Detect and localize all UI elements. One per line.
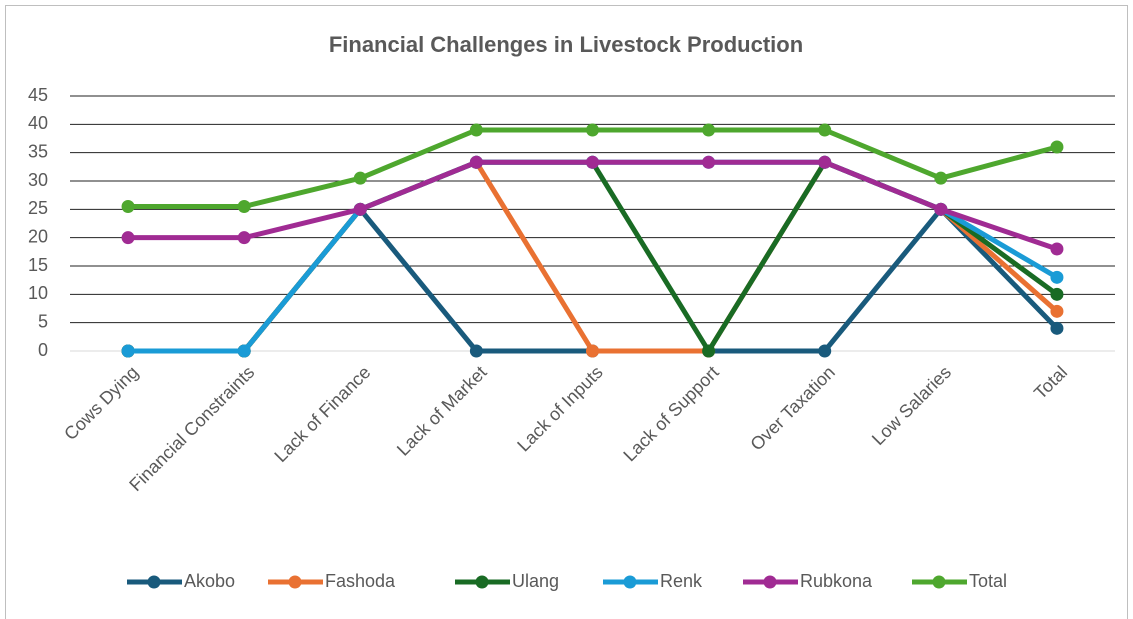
y-tick-label: 35 — [28, 141, 48, 161]
data-point — [121, 344, 135, 358]
data-point — [586, 155, 599, 169]
y-tick-label: 10 — [28, 283, 48, 303]
legend-label: Total — [969, 571, 1007, 591]
data-point — [469, 123, 483, 137]
data-point — [818, 123, 832, 137]
data-point — [1050, 304, 1064, 318]
data-point — [1050, 270, 1064, 284]
legend-label: Rubkona — [800, 571, 873, 591]
data-point — [586, 344, 599, 358]
legend-marker — [763, 575, 777, 589]
data-point — [237, 231, 251, 245]
data-point — [237, 344, 251, 358]
legend-marker — [147, 575, 161, 589]
data-point — [237, 200, 251, 213]
data-point — [934, 202, 948, 216]
y-tick-label: 25 — [28, 198, 48, 218]
legend-marker — [288, 575, 302, 589]
data-point — [1050, 140, 1064, 154]
legend-marker — [623, 575, 637, 589]
y-tick-label: 5 — [38, 311, 48, 331]
y-tick-label: 40 — [28, 113, 48, 133]
legend-label: Akobo — [184, 571, 235, 591]
y-tick-label: 0 — [38, 340, 48, 360]
y-tick-label: 15 — [28, 255, 48, 275]
legend-marker — [475, 575, 489, 589]
data-point — [586, 123, 599, 137]
data-point — [702, 344, 716, 358]
data-point — [1050, 242, 1064, 256]
data-point — [353, 202, 367, 216]
legend-label: Renk — [660, 571, 703, 591]
legend-label: Fashoda — [325, 571, 396, 591]
data-point — [121, 231, 135, 245]
data-point — [818, 155, 832, 169]
data-point — [702, 155, 716, 169]
y-tick-label: 45 — [28, 85, 48, 105]
chart-title: Financial Challenges in Livestock Produc… — [329, 32, 803, 57]
data-point — [1050, 287, 1064, 301]
data-point — [353, 171, 367, 185]
legend-label: Ulang — [512, 571, 559, 591]
y-tick-label: 20 — [28, 226, 48, 246]
data-point — [702, 123, 716, 137]
y-tick-label: 30 — [28, 170, 48, 190]
data-point — [1050, 321, 1064, 335]
legend-marker — [932, 575, 946, 589]
data-point — [818, 344, 832, 358]
data-point — [934, 171, 948, 185]
data-point — [469, 155, 483, 169]
data-point — [121, 200, 135, 213]
data-point — [469, 344, 483, 358]
